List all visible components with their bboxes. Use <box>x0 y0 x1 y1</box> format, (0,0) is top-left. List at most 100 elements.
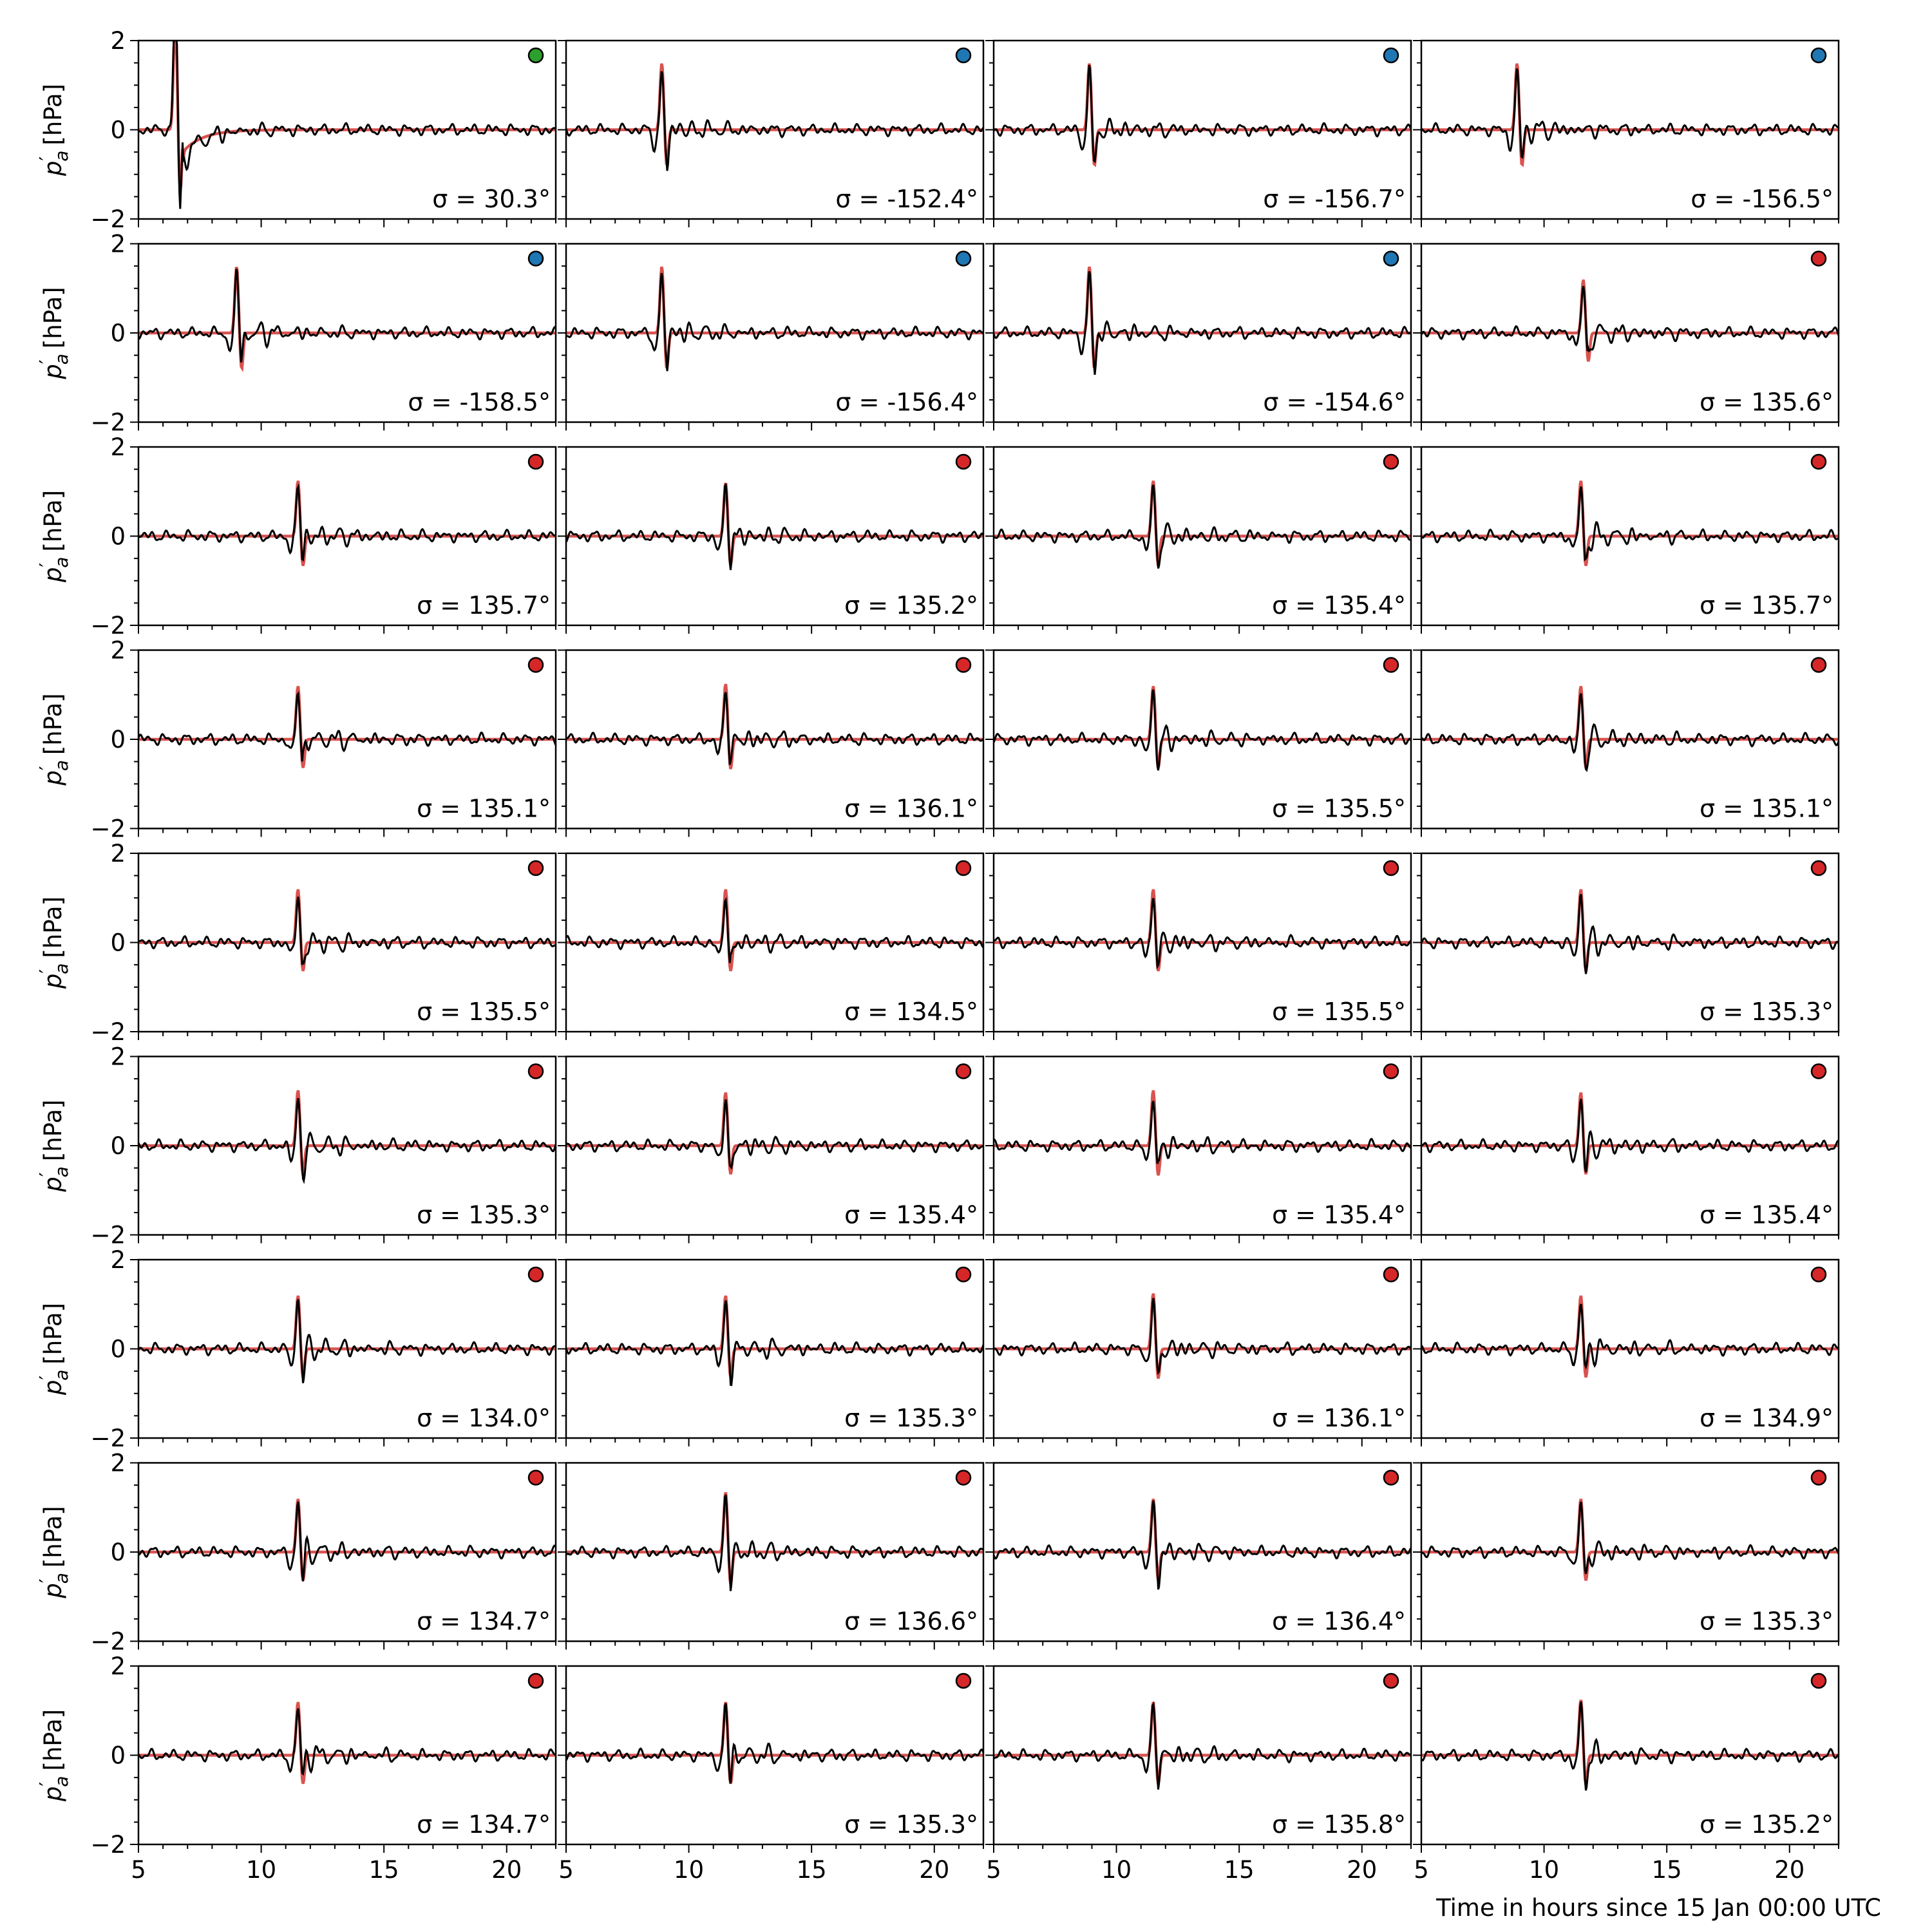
series-observed-line <box>1421 68 1839 159</box>
x-tick-label: 5 <box>1414 1856 1429 1884</box>
sigma-label: σ = 135.5° <box>1272 998 1406 1026</box>
station-marker-dot <box>1383 1266 1399 1283</box>
y-axis-label: p′a[hPa] <box>36 693 72 786</box>
station-marker-dot <box>1810 1063 1827 1079</box>
y-tick-label: 2 <box>110 1450 126 1477</box>
station-marker-dot <box>1810 251 1827 267</box>
series-model-line <box>1421 889 1839 972</box>
station-marker-dot <box>955 1672 972 1689</box>
station-marker-dot <box>1383 1470 1399 1486</box>
station-marker-dot <box>527 453 544 470</box>
x-tick-label: 5 <box>986 1856 1001 1884</box>
series-observed-line <box>994 1701 1411 1790</box>
sigma-label: σ = 135.5° <box>417 998 551 1026</box>
sigma-label: σ = 135.3° <box>844 1404 978 1432</box>
panel: σ = -156.5° <box>1413 39 1840 227</box>
series-model-line <box>138 1295 556 1378</box>
sigma-label: σ = 135.4° <box>1272 1201 1406 1229</box>
y-axis-label: p′a[hPa] <box>36 1099 72 1192</box>
x-tick-label: 10 <box>246 1856 276 1884</box>
y-tick-label: 0 <box>110 319 126 347</box>
series-model-line <box>1421 63 1839 167</box>
series-observed-line <box>1421 285 1839 353</box>
station-marker-dot <box>1383 47 1399 64</box>
sigma-label: σ = -156.7° <box>1263 185 1406 213</box>
sigma-label: σ = 135.4° <box>1272 591 1406 620</box>
y-tick-label: −2 <box>90 1628 126 1656</box>
series-observed-line <box>994 689 1411 771</box>
series-model-line <box>994 889 1411 972</box>
sigma-label: σ = 30.3° <box>432 185 551 213</box>
station-marker-dot <box>1810 860 1827 876</box>
station-marker-dot <box>1383 453 1399 470</box>
x-tick-label: 5 <box>131 1856 146 1884</box>
series-model-line <box>138 480 556 567</box>
series-observed-line <box>566 1300 983 1387</box>
series-observed-line <box>566 1494 983 1591</box>
panel: σ = 135.6° <box>1413 243 1840 431</box>
series-observed-line <box>994 270 1411 375</box>
series-observed-line <box>1421 1099 1839 1173</box>
sigma-label: σ = 135.2° <box>844 591 978 620</box>
panel: −2 0 2 p′a[hPa] σ = -158.5° <box>36 231 557 437</box>
station-marker-dot <box>1383 860 1399 876</box>
y-tick-label: 0 <box>110 523 126 551</box>
station-marker-dot <box>527 860 544 876</box>
panel: σ = 135.4° <box>985 1056 1412 1244</box>
series-observed-line <box>566 272 983 372</box>
series-observed-line <box>566 896 983 963</box>
sigma-label: σ = 135.7° <box>1700 591 1833 620</box>
series-observed-line <box>138 1299 556 1383</box>
panel: σ = 135.1° <box>1413 649 1840 837</box>
sigma-label: σ = 135.8° <box>1272 1810 1406 1839</box>
y-tick-label: 0 <box>110 1132 126 1160</box>
panel: σ = 136.1° <box>985 1258 1412 1446</box>
series-observed-line <box>1421 1701 1839 1791</box>
y-tick-label: −2 <box>90 1425 126 1452</box>
y-axis-label: p′a[hPa] <box>36 490 72 583</box>
station-marker-dot <box>527 1470 544 1486</box>
series-model-line <box>1421 686 1839 768</box>
series-model-line <box>566 1092 983 1175</box>
x-tick-label: 20 <box>1347 1856 1377 1884</box>
x-tick-label: 20 <box>491 1856 522 1884</box>
sigma-label: σ = 134.7° <box>417 1810 551 1839</box>
panel: σ = 134.9° <box>1413 1258 1840 1446</box>
panel: σ = -154.6° <box>985 243 1412 431</box>
panel: −2 0 2 p′a[hPa] 5 10 15 20 σ = 134.7° <box>36 1653 557 1884</box>
y-axis-label: p′a[hPa] <box>36 1303 72 1396</box>
station-marker-dot <box>1810 1672 1827 1689</box>
sigma-label: σ = 134.0° <box>417 1404 551 1432</box>
series-observed-line <box>566 483 983 571</box>
sigma-label: σ = 136.4° <box>1272 1607 1406 1636</box>
sigma-label: σ = 135.4° <box>1700 1201 1833 1229</box>
series-model-line <box>1421 1092 1839 1175</box>
series-observed-line <box>994 1298 1411 1376</box>
sigma-label: σ = 135.1° <box>1700 795 1833 823</box>
series-model-line <box>1421 1295 1839 1378</box>
station-marker-dot <box>1383 1063 1399 1079</box>
panel: σ = 136.4° <box>985 1462 1412 1650</box>
x-tick-label: 10 <box>1529 1856 1559 1884</box>
sigma-label: σ = 135.2° <box>1700 1810 1833 1839</box>
panel: σ = 135.4° <box>558 1056 985 1244</box>
series-model-line <box>994 1701 1411 1785</box>
sigma-label: σ = 135.3° <box>1700 998 1833 1026</box>
station-marker-dot <box>955 251 972 267</box>
series-observed-line <box>566 1703 983 1784</box>
series-model-line <box>1421 480 1839 567</box>
series-model-line <box>566 1701 983 1785</box>
panel: σ = 136.6° <box>558 1462 985 1650</box>
series-model-line <box>566 482 983 565</box>
y-axis-label: p′a[hPa] <box>36 287 72 379</box>
station-marker-dot <box>1810 453 1827 470</box>
series-observed-line <box>994 1500 1411 1590</box>
panel: −2 0 2 p′a[hPa] σ = 134.0° <box>36 1246 557 1452</box>
series-model-line <box>1421 1700 1839 1786</box>
station-marker-dot <box>1383 657 1399 673</box>
sigma-label: σ = 135.7° <box>417 591 551 620</box>
series-model-line <box>994 1090 1411 1176</box>
sigma-label: σ = 135.4° <box>844 1201 978 1229</box>
panel: −2 0 2 p′a[hPa] σ = 30.3° <box>36 27 557 233</box>
station-marker-dot <box>527 47 544 64</box>
